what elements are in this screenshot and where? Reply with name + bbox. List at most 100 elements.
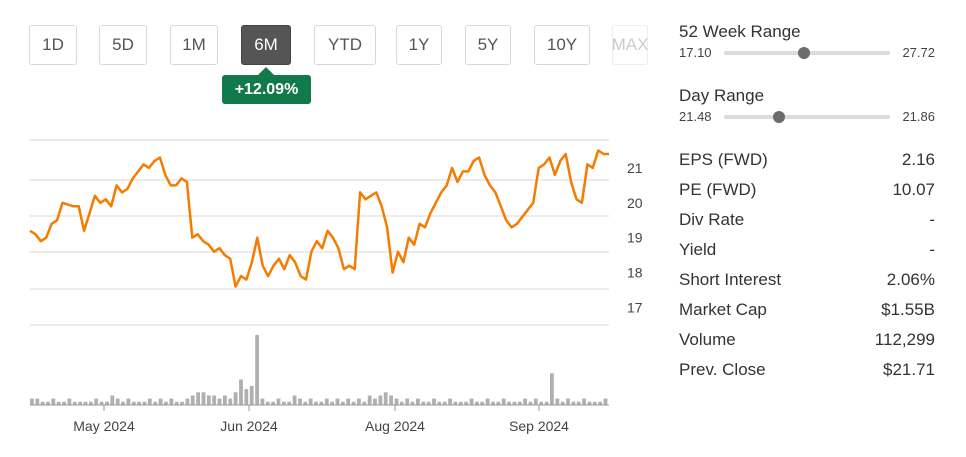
volume-bar <box>555 398 560 405</box>
day-high: 21.86 <box>902 109 935 124</box>
y-tick-label: 21 <box>627 160 643 176</box>
volume-bar <box>389 395 393 405</box>
range-button-ytd[interactable]: YTD <box>314 25 376 65</box>
range-button-5d[interactable]: 5D <box>99 25 147 65</box>
volume-bar <box>206 395 211 405</box>
volume-bar <box>410 401 415 405</box>
stat-row: Market Cap $1.55B <box>679 295 935 325</box>
volume-bar <box>142 401 147 405</box>
volume-bar <box>346 398 351 405</box>
volume-bar <box>399 401 404 405</box>
volume-bar <box>212 395 217 405</box>
range-button-1y[interactable]: 1Y <box>396 25 442 65</box>
week52-track <box>723 46 891 59</box>
range-button-10y[interactable]: 10Y <box>534 25 590 65</box>
range-button-1m[interactable]: 1M <box>170 25 218 65</box>
x-tick-label: May 2024 <box>73 418 135 434</box>
volume-bar <box>576 401 581 405</box>
week52-range-title: 52 Week Range <box>679 22 801 41</box>
volume-bar <box>383 392 388 405</box>
day-low: 21.48 <box>679 109 712 124</box>
volume-bar <box>244 389 249 405</box>
period-change-value: +12.09% <box>234 80 299 98</box>
day-range: Day Range 21.48 21.86 <box>679 86 935 124</box>
x-tick-label: Sep 2024 <box>509 418 569 434</box>
volume-bar <box>373 398 377 405</box>
volume-bar <box>51 398 56 405</box>
volume-bar <box>517 401 522 405</box>
range-button-6m[interactable]: 6M <box>241 25 291 65</box>
volume-bar <box>432 398 436 405</box>
stat-label: Yield <box>679 240 717 259</box>
volume-bar <box>528 401 533 405</box>
volume-bar <box>282 401 286 405</box>
volume-bar <box>292 395 297 405</box>
volume-bar <box>217 398 222 405</box>
volume-bar <box>566 398 570 405</box>
volume-bar <box>426 401 431 405</box>
volume-bar <box>169 398 174 405</box>
stat-value: 10.07 <box>892 180 935 199</box>
volume-bar <box>533 398 538 405</box>
stat-label: Prev. Close <box>679 360 766 379</box>
volume-bar <box>105 401 109 405</box>
volume-bar <box>287 401 292 405</box>
range-button-5y[interactable]: 5Y <box>465 25 511 65</box>
week52-range: 52 Week Range 17.10 27.72 <box>679 22 935 60</box>
volume-bar <box>298 398 302 405</box>
volume-bar <box>453 401 458 405</box>
volume-bar <box>180 401 184 405</box>
stat-value: 2.16 <box>901 150 935 169</box>
stat-label: Short Interest <box>679 270 782 289</box>
volume-bar <box>249 385 254 405</box>
volume-bar <box>340 401 345 405</box>
day-range-title: Day Range <box>679 86 765 105</box>
volume-bar <box>67 398 72 405</box>
stat-value: - <box>929 210 935 229</box>
stat-row: EPS (FWD) 2.16 <box>679 145 935 175</box>
volume-bar <box>475 401 479 405</box>
week52-range-bar: 17.10 27.72 <box>679 45 935 60</box>
volume-bar <box>46 401 50 405</box>
volume-bar <box>201 392 206 405</box>
volume-bar <box>153 401 158 405</box>
volume-bar <box>40 401 45 405</box>
stat-label: PE (FWD) <box>679 180 757 199</box>
volume-bar <box>174 401 179 405</box>
volume-bar <box>378 395 383 405</box>
volume-bar <box>255 335 259 405</box>
volume-bar <box>405 398 410 405</box>
volume-bar <box>35 398 40 405</box>
volume-bar <box>507 401 511 405</box>
volume-bar <box>265 401 270 405</box>
range-button-max[interactable]: MAX <box>612 25 648 65</box>
volume-bar <box>271 401 276 405</box>
volume-bar <box>260 398 265 405</box>
range-button-1d[interactable]: 1D <box>29 25 77 65</box>
stat-row: Volume 112,299 <box>679 325 935 355</box>
volume-bar <box>196 392 200 405</box>
volume-bar <box>147 398 152 405</box>
volume-bar <box>464 401 468 405</box>
volume-bar <box>442 401 447 405</box>
volume-bar <box>587 401 592 405</box>
y-tick-label: 18 <box>627 265 643 281</box>
volume-bar <box>303 401 308 405</box>
stat-value: 2.06% <box>886 270 935 289</box>
volume-bar <box>469 398 474 405</box>
stat-row: Prev. Close $21.71 <box>679 355 935 385</box>
week52-high: 27.72 <box>902 45 935 60</box>
stat-label: EPS (FWD) <box>679 150 768 169</box>
volume-bar <box>72 401 77 405</box>
stat-label: Market Cap <box>679 300 767 319</box>
volume-bar <box>131 401 136 405</box>
volume-bar <box>126 398 131 405</box>
volume-bar <box>308 398 313 405</box>
volume-bar <box>362 401 367 405</box>
volume-bar <box>485 398 490 405</box>
volume-bar <box>598 401 603 405</box>
price-volume-chart: 17 18 19 20 21 May 2024 Jun 2024 Aug 2024 Sep 20… <box>29 139 643 434</box>
volume-bar <box>164 401 168 405</box>
volume-bar <box>421 401 426 405</box>
week52-low: 17.10 <box>679 45 712 60</box>
